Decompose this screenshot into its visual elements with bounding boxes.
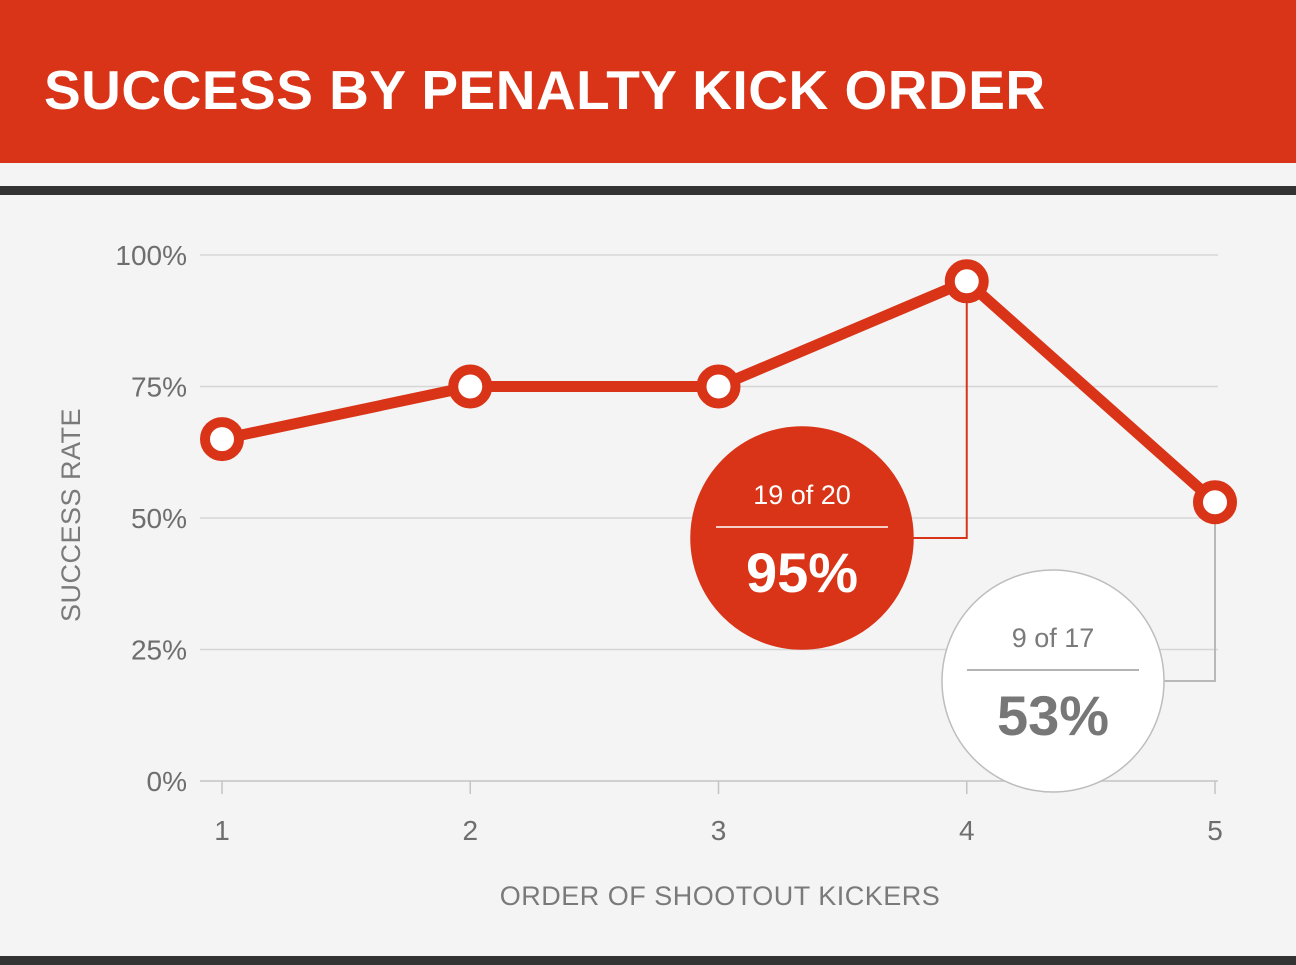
callout-leader-line [1164,502,1216,682]
data-series [200,259,1237,525]
y-axis-title: SUCCESS RATE [56,408,86,622]
y-tick-label: 25% [131,635,187,666]
series-line-segment [961,275,1221,508]
x-tick-label: 1 [214,815,230,846]
data-point [200,417,244,462]
bottom-divider [0,956,1296,965]
chart-title: SUCCESS BY PENALTY KICK ORDER [44,59,1046,121]
x-tick-label: 4 [959,815,975,846]
callout-count-text: 19 of 20 [753,480,851,510]
callout-bubble-filled [690,426,914,650]
x-tick-label: 3 [711,815,727,846]
data-point [696,364,741,409]
y-tick-label: 100% [115,240,187,271]
callout-value-text: 53% [997,684,1109,747]
header-bar: SUCCESS BY PENALTY KICK ORDER [0,0,1296,163]
y-tick-label: 75% [131,372,187,403]
callout-leader-line [913,281,968,539]
data-point [1193,480,1237,525]
data-point [448,364,493,409]
callout-count-text: 9 of 17 [1012,623,1095,653]
x-tick-labels: 1 2 3 4 5 [214,815,1223,846]
series-line-segment [713,275,973,392]
x-tick-label: 2 [462,815,478,846]
x-axis-title: ORDER OF SHOOTOUT KICKERS [500,881,941,911]
callouts: 19 of 20 95% 9 of 17 53% [690,426,1165,793]
data-point [944,259,989,304]
y-tick-label: 50% [131,503,187,534]
callout-value-text: 95% [746,541,858,604]
top-divider [0,186,1296,195]
y-tick-labels: 0% 25% 50% 75% 100% [115,240,187,797]
y-tick-label: 0% [147,766,187,797]
callout-leaders [913,281,1216,682]
callout-bubble-outline [941,569,1165,793]
series-line-segment [216,381,476,445]
x-tick-label: 5 [1207,815,1223,846]
